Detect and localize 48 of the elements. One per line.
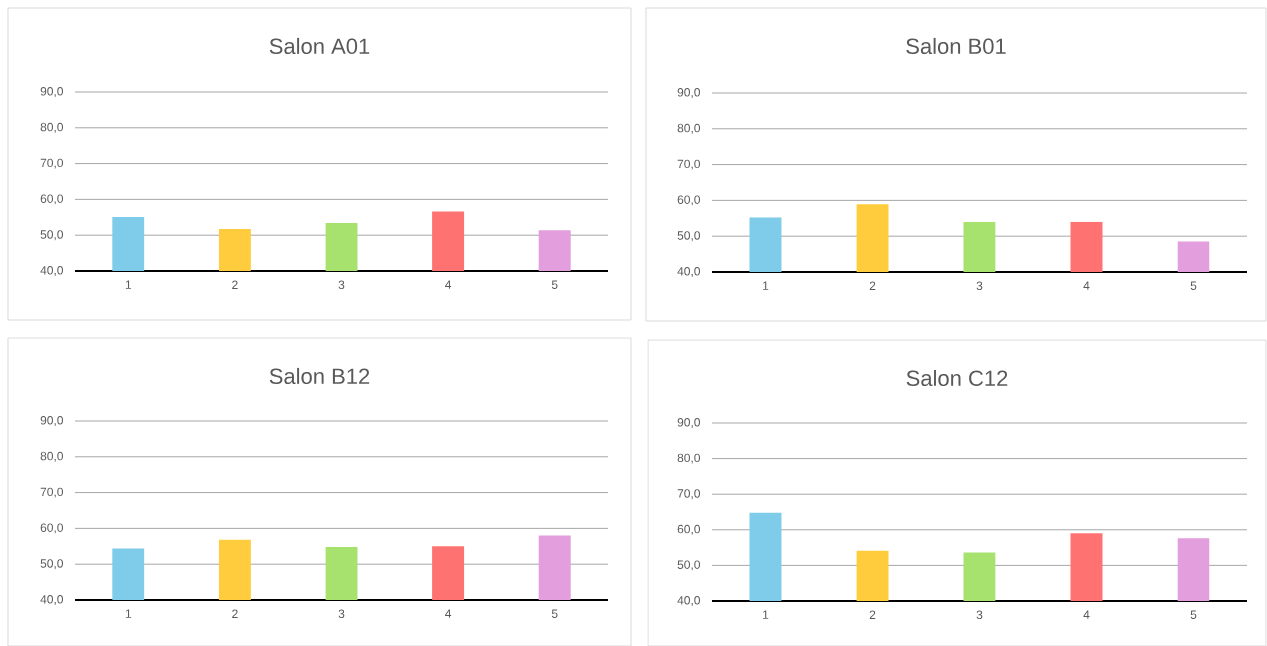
y-tick-label: 70,0 — [677, 159, 701, 170]
x-tick-label: 2 — [869, 610, 876, 619]
x-tick-label: 4 — [1083, 281, 1090, 290]
y-tick-label: 80,0 — [677, 123, 701, 134]
x-tick-label: 2 — [232, 280, 238, 289]
chart-title: Salon B01 — [906, 37, 1006, 54]
x-tick-label: 2 — [869, 281, 876, 290]
x-tick-label: 2 — [232, 609, 238, 618]
y-tick-label: 70,0 — [40, 487, 64, 498]
x-tick-label: 1 — [763, 281, 769, 290]
x-tick-label: 5 — [551, 609, 558, 618]
y-tick-label: 90,0 — [40, 86, 64, 97]
chart-title: Salon B12 — [269, 367, 370, 384]
y-tick-label: 80,0 — [40, 451, 64, 462]
y-tick-label: 70,0 — [40, 158, 64, 169]
y-tick-label: 50,0 — [677, 231, 701, 241]
y-tick-label: 90,0 — [677, 87, 701, 98]
x-tick-label: 5 — [1190, 610, 1197, 619]
x-tick-label: 5 — [551, 280, 558, 289]
y-tick-label: 70,0 — [677, 489, 701, 499]
x-tick-label: 4 — [445, 280, 452, 289]
y-tick-label: 50,0 — [40, 559, 64, 569]
y-tick-label: 40,0 — [40, 594, 64, 605]
y-tick-label: 60,0 — [677, 195, 701, 206]
x-tick-label: 5 — [1190, 281, 1197, 290]
y-tick-label: 80,0 — [677, 453, 701, 464]
y-tick-label: 40,0 — [677, 595, 701, 606]
x-tick-label: 3 — [976, 610, 983, 619]
y-tick-label: 60,0 — [40, 194, 64, 205]
y-tick-label: 90,0 — [677, 417, 701, 428]
x-tick-label: 3 — [338, 609, 345, 618]
x-tick-label: 3 — [976, 281, 983, 290]
y-tick-label: 60,0 — [40, 523, 64, 534]
y-tick-label: 90,0 — [40, 415, 64, 426]
chart-title: Salon A01 — [269, 37, 370, 54]
x-tick-label: 4 — [1083, 610, 1090, 619]
y-tick-label: 50,0 — [40, 230, 64, 240]
y-tick-label: 80,0 — [40, 122, 64, 133]
chart-title: Salon C12 — [906, 369, 1008, 386]
x-tick-label: 1 — [125, 609, 132, 618]
y-tick-label: 60,0 — [677, 524, 701, 535]
x-tick-label: 4 — [445, 609, 452, 618]
x-tick-label: 1 — [125, 280, 132, 289]
x-tick-label: 3 — [338, 280, 345, 289]
x-tick-label: 1 — [763, 610, 769, 619]
y-tick-label: 40,0 — [40, 265, 64, 276]
y-tick-label: 50,0 — [677, 560, 701, 571]
y-tick-label: 40,0 — [677, 266, 701, 277]
